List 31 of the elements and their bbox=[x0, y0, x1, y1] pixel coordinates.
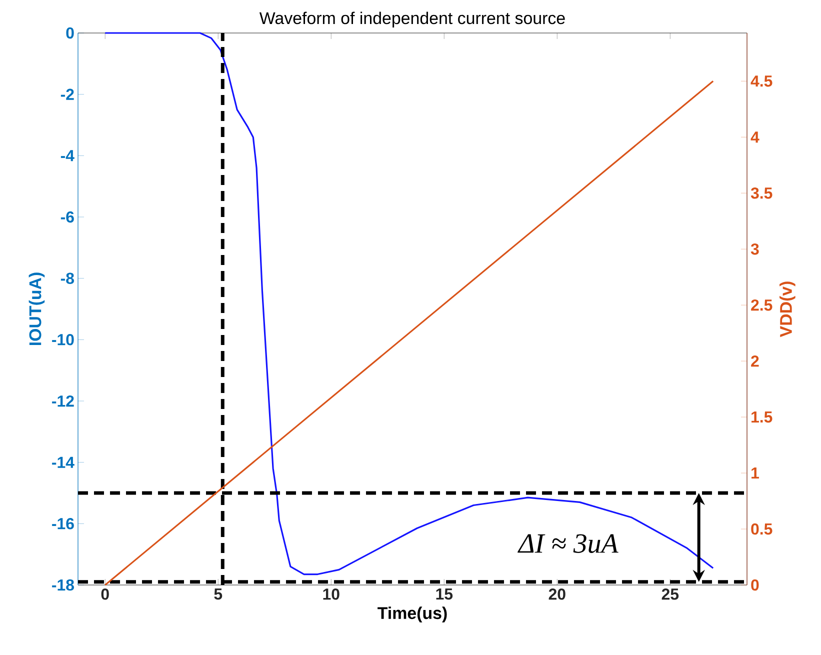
y2-tick-label: 4.5 bbox=[750, 76, 772, 87]
y2-tick-label: 3.5 bbox=[750, 187, 772, 199]
chart-title: Waveform of independent current source bbox=[259, 12, 565, 28]
x-tick-label: 0 bbox=[101, 588, 109, 600]
y-tick-label: -14 bbox=[52, 456, 74, 468]
y-tick-label: -12 bbox=[52, 395, 74, 407]
y-tick-label: -18 bbox=[52, 579, 74, 591]
x-tick-label: 20 bbox=[548, 588, 566, 600]
y2-tick-label: 2 bbox=[751, 356, 759, 367]
y-tick-label: -4 bbox=[60, 150, 74, 162]
y2-tick-label: 1.5 bbox=[752, 411, 772, 423]
y-tick-label: 0 bbox=[66, 27, 74, 39]
x-tick-label: 15 bbox=[436, 588, 453, 600]
y-axis-title: IOUT(uA) bbox=[28, 272, 45, 346]
y-tick-label: -2 bbox=[60, 88, 74, 100]
y-tick-label: -6 bbox=[60, 211, 74, 223]
y2-tick-label: 0.5 bbox=[751, 523, 772, 535]
y-tick-label: -16 bbox=[52, 518, 74, 530]
x-tick-label: 5 bbox=[214, 588, 222, 600]
y2-axis-title: VDD(v) bbox=[780, 282, 796, 338]
y-tick-label: -8 bbox=[60, 272, 74, 284]
x-tick-label: 10 bbox=[323, 588, 340, 600]
x-axis-title: Time(us) bbox=[378, 606, 447, 622]
y2-tick-label: 1 bbox=[752, 468, 759, 479]
annotation: ΔI ≈ 3uA bbox=[518, 534, 618, 553]
y2-tick-label: 0 bbox=[751, 579, 759, 591]
y2-tick-label: 4 bbox=[750, 132, 760, 143]
y2-tick-label: 3 bbox=[750, 243, 759, 255]
y2-tick-label: 2.5 bbox=[751, 299, 772, 311]
y-tick-label: -10 bbox=[52, 334, 74, 346]
x-tick-label: 25 bbox=[662, 588, 679, 600]
